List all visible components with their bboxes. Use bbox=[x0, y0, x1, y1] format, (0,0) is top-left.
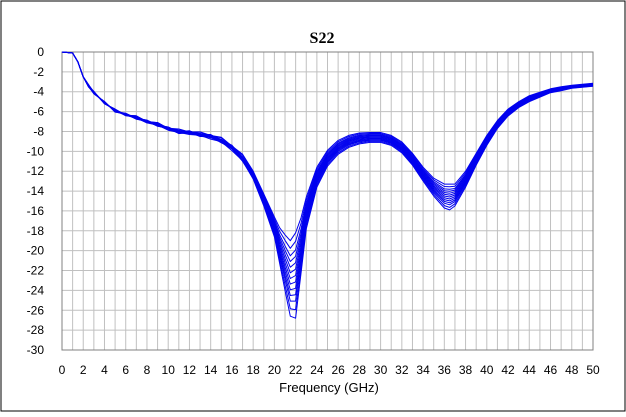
y-tick-label: -22 bbox=[27, 264, 45, 278]
x-tick-label: 2 bbox=[80, 363, 87, 377]
y-tick-label: -24 bbox=[27, 283, 45, 297]
x-tick-label: 40 bbox=[480, 363, 494, 377]
x-tick-label: 10 bbox=[162, 363, 176, 377]
x-tick-label: 16 bbox=[225, 363, 239, 377]
x-tick-label: 24 bbox=[310, 363, 324, 377]
x-tick-label: 32 bbox=[395, 363, 409, 377]
x-axis-label: Frequency (GHz) bbox=[279, 380, 379, 395]
x-tick-label: 22 bbox=[289, 363, 303, 377]
y-tick-label: -20 bbox=[27, 244, 45, 258]
y-tick-label: -2 bbox=[33, 65, 44, 79]
x-tick-label: 36 bbox=[438, 363, 452, 377]
x-tick-label: 18 bbox=[246, 363, 260, 377]
x-tick-label: 12 bbox=[183, 363, 197, 377]
y-tick-label: -4 bbox=[33, 85, 44, 99]
x-tick-label: 38 bbox=[459, 363, 473, 377]
y-tick-label: -12 bbox=[27, 164, 45, 178]
y-tick-label: 0 bbox=[37, 45, 44, 59]
x-tick-label: 44 bbox=[523, 363, 537, 377]
x-tick-labels: 0 2 4 6 8 10 12 14 16 18 20 22 24 26 28 30 32 34 36 38 40 42 4… bbox=[59, 363, 600, 377]
x-tick-label: 8 bbox=[144, 363, 151, 377]
x-tick-label: 42 bbox=[501, 363, 515, 377]
series-group bbox=[61, 51, 594, 319]
y-tick-label: -28 bbox=[27, 323, 45, 337]
y-tick-label: -26 bbox=[27, 303, 45, 317]
x-tick-label: 50 bbox=[586, 363, 600, 377]
x-tick-label: 28 bbox=[353, 363, 367, 377]
chart-title: S22 bbox=[310, 30, 335, 47]
x-tick-label: 26 bbox=[331, 363, 345, 377]
x-tick-label: 48 bbox=[565, 363, 579, 377]
y-tick-label: -30 bbox=[27, 343, 45, 357]
y-tick-label: -8 bbox=[33, 124, 44, 138]
x-tick-label: 20 bbox=[268, 363, 282, 377]
y-tick-label: -16 bbox=[27, 204, 45, 218]
series-line bbox=[61, 51, 594, 242]
x-tick-label: 46 bbox=[544, 363, 558, 377]
y-tick-label: -14 bbox=[27, 184, 45, 198]
x-tick-label: 6 bbox=[122, 363, 129, 377]
y-tick-label: -6 bbox=[33, 105, 44, 119]
x-tick-label: 14 bbox=[204, 363, 218, 377]
y-tick-label: -18 bbox=[27, 224, 45, 238]
x-tick-label: 30 bbox=[374, 363, 388, 377]
x-tick-label: 34 bbox=[416, 363, 430, 377]
x-tick-label: 4 bbox=[101, 363, 108, 377]
y-tick-labels: 0 -2 -4 -6 -8 -10 -12 -14 -16 -18 -20 -22 -24 -26 -28 -… bbox=[27, 45, 45, 357]
plot-area bbox=[61, 51, 594, 351]
x-tick-label: 0 bbox=[59, 363, 66, 377]
y-tick-label: -10 bbox=[27, 144, 45, 158]
